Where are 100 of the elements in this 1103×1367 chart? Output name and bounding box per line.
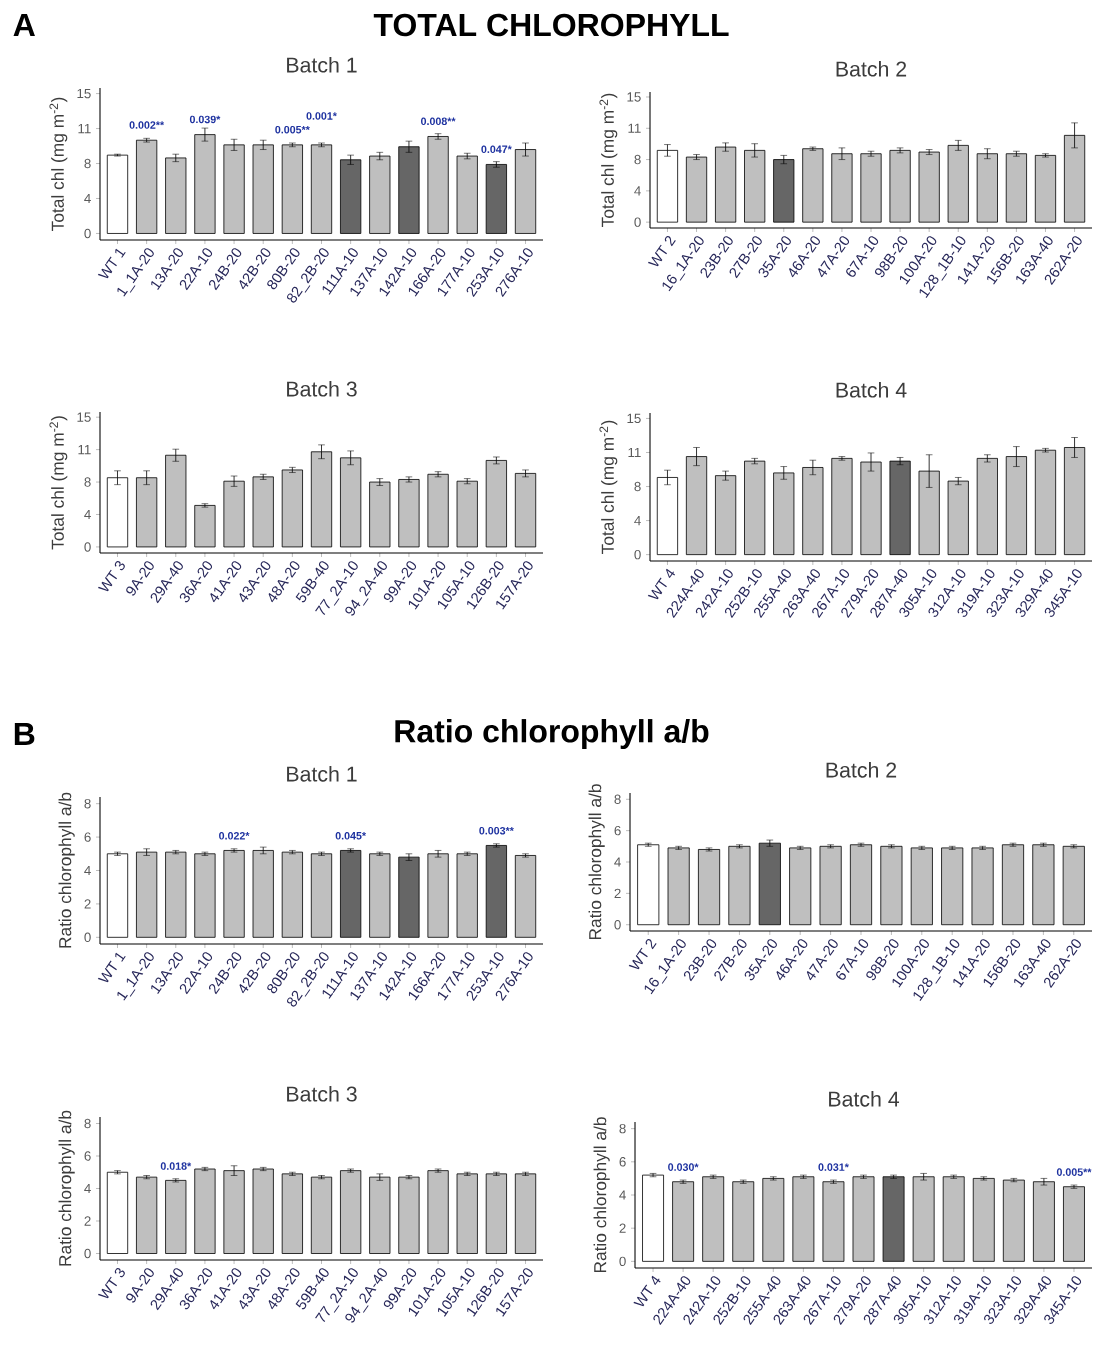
chart-title: Batch 3 — [287, 1085, 357, 1102]
text: A — [13, 13, 35, 36]
bar — [223, 480, 245, 548]
y-tick-label: 4 — [614, 857, 621, 867]
y-tick-label: 8 — [84, 477, 91, 487]
bar — [223, 144, 245, 234]
y-tick-label: 8 — [619, 1123, 626, 1134]
bar — [715, 146, 737, 223]
bar — [485, 460, 507, 548]
bar — [252, 144, 274, 234]
bar — [456, 853, 478, 938]
annotation: 0.022* — [219, 831, 250, 840]
y-tick-label: 2 — [84, 1216, 91, 1226]
bar — [369, 481, 391, 548]
annotation: 0.031* — [818, 1163, 849, 1171]
y-tick-label: 15 — [627, 92, 641, 102]
x-tick-label: WT 3 — [97, 1268, 125, 1299]
y-tick-label: 4 — [84, 509, 91, 520]
bar — [831, 153, 853, 223]
bar — [456, 480, 478, 548]
bar — [136, 1176, 158, 1254]
bar — [819, 845, 842, 926]
bar — [728, 845, 751, 926]
y-tick-label: 4 — [634, 186, 641, 196]
y-tick-label: 8 — [84, 158, 91, 169]
bar — [223, 1170, 245, 1254]
bar — [849, 844, 873, 926]
chart-title: Batch 2 — [826, 761, 897, 778]
y-tick-label: 0 — [84, 228, 91, 239]
bar — [369, 155, 391, 234]
bar — [972, 1178, 995, 1262]
annotation: 0.003** — [479, 826, 514, 835]
bar — [514, 855, 537, 938]
annotation: 0.045* — [335, 831, 367, 840]
y-tick-label: 11 — [78, 123, 91, 134]
y-tick-label: 2 — [84, 899, 91, 909]
y-tick-label: 11 — [628, 123, 641, 133]
bar — [822, 1181, 845, 1262]
bar — [427, 853, 449, 938]
y-tick-label: 0 — [614, 920, 621, 930]
y-tick-label: 2 — [619, 1223, 626, 1233]
bar — [947, 480, 969, 556]
bar — [860, 153, 882, 223]
y-tick-label: 15 — [77, 412, 91, 422]
bar — [1063, 1186, 1085, 1262]
bar — [882, 1176, 905, 1262]
bar — [852, 1176, 875, 1262]
bar — [514, 1173, 537, 1254]
y-tick-label: 8 — [84, 1118, 91, 1129]
chart-title: Batch 1 — [287, 56, 357, 73]
y-tick-label: 8 — [634, 481, 641, 492]
bar — [194, 1168, 216, 1254]
bar — [485, 1173, 507, 1254]
bar — [715, 475, 737, 556]
text: TOTAL CHLOROPHYLL — [373, 13, 729, 37]
y-tick-label: 6 — [84, 1151, 91, 1161]
bar — [1002, 1179, 1025, 1262]
annotation: 0.005** — [1056, 1168, 1092, 1176]
y-tick-label: 11 — [628, 447, 641, 458]
bar — [880, 845, 903, 926]
bar — [732, 1181, 755, 1262]
bar — [942, 1176, 965, 1262]
bar — [485, 845, 507, 938]
bar — [1001, 844, 1025, 926]
annotation: 0.001* — [306, 112, 337, 120]
bar — [427, 136, 449, 234]
bar — [947, 144, 969, 223]
bar — [398, 1176, 420, 1254]
bar — [194, 853, 216, 938]
bar — [912, 1176, 935, 1262]
bar — [252, 1168, 274, 1254]
y-tick-label: 0 — [634, 549, 641, 560]
bar — [667, 847, 690, 926]
annotation: 0.039* — [189, 115, 221, 124]
bar — [456, 1173, 478, 1254]
bar — [281, 851, 303, 938]
bar — [802, 467, 824, 556]
bar — [165, 157, 187, 234]
bar — [773, 159, 795, 223]
bar — [223, 850, 245, 938]
bar — [310, 1176, 333, 1254]
y-tick-label: 4 — [84, 865, 91, 876]
bar — [1062, 845, 1085, 926]
bar — [831, 457, 853, 556]
bar — [485, 164, 507, 234]
bar — [1005, 153, 1027, 223]
chart-title: Batch 4 — [836, 381, 907, 398]
text: B — [14, 722, 35, 745]
y-axis-title: Ratio chlorophyll a/b — [588, 784, 605, 940]
annotation: 0.030* — [668, 1163, 699, 1171]
bar — [369, 1176, 391, 1254]
bar — [889, 460, 911, 556]
bar — [281, 469, 303, 548]
annotation: 0.008** — [421, 117, 456, 126]
bar — [252, 476, 274, 548]
y-axis-title: Total chl (mg m$^{-2}$) — [599, 420, 618, 554]
bar — [941, 847, 964, 926]
bar — [165, 1179, 187, 1254]
bar — [427, 1170, 449, 1254]
bar — [762, 1178, 785, 1262]
